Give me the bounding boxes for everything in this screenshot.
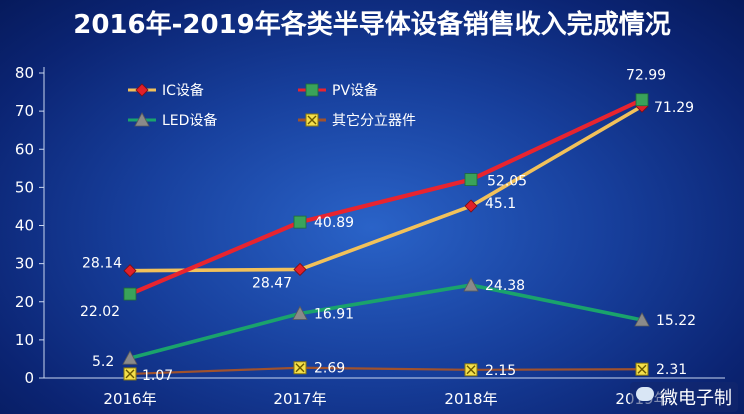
data-label: 28.14 (82, 256, 122, 272)
data-label: 15.22 (656, 313, 696, 329)
data-point-cross (295, 363, 305, 373)
data-label: 2.69 (314, 361, 345, 377)
data-point (464, 363, 478, 377)
y-tick-label: 30 (15, 255, 34, 273)
data-label: 40.89 (314, 215, 354, 231)
data-label: 22.02 (80, 304, 120, 320)
data-label: 72.99 (626, 68, 666, 84)
data-label: 2.31 (656, 362, 687, 378)
data-point (134, 112, 150, 127)
data-point-cross (125, 369, 135, 379)
data-labels: 28.14 28.47 45.1 71.29 22.02 40.89 52.05 72.99 5… (80, 68, 696, 384)
data-point (123, 367, 137, 381)
legend-item: IC设备 (128, 82, 204, 99)
data-point (123, 287, 137, 301)
watermark-text: 微电子制 (660, 388, 732, 409)
data-label: 5.2 (92, 354, 114, 370)
data-label: 71.29 (654, 100, 694, 116)
data-point (635, 362, 649, 376)
x-tick-label: 2016年 (103, 390, 156, 408)
series-line (129, 366, 643, 376)
data-point (293, 361, 307, 375)
y-tick-label: 80 (15, 64, 34, 82)
watermark: 微电子制 (630, 382, 738, 412)
data-label: 45.1 (485, 196, 516, 212)
legend-item: LED设备 (128, 112, 217, 129)
legend-item: 其它分立器件 (298, 112, 416, 129)
series-lines (129, 97, 643, 376)
data-point-cross (466, 365, 476, 375)
data-point (305, 113, 319, 127)
chart-title: 2016年-2019年各类半导体设备销售收入完成情况 (73, 10, 671, 40)
legend-label: 其它分立器件 (332, 112, 416, 129)
legend: IC设备 PV设备 LED设备 其它分立器件 (128, 82, 416, 129)
legend-label: IC设备 (162, 82, 204, 99)
series-line (129, 104, 643, 273)
data-point (122, 350, 138, 365)
x-tick-label: 2017年 (273, 390, 326, 408)
x-tick-label: 2018年 (444, 390, 497, 408)
data-label: 24.38 (485, 278, 525, 294)
data-point (293, 262, 307, 277)
legend-label: LED设备 (162, 112, 217, 129)
data-point (293, 215, 307, 229)
data-label: 1.07 (142, 368, 173, 384)
y-tick-label: 60 (15, 140, 34, 158)
series-line (129, 97, 643, 296)
data-label: 16.91 (314, 307, 354, 323)
data-point (135, 83, 149, 97)
y-tick-label: 0 (24, 369, 34, 387)
legend-label: PV设备 (332, 82, 378, 99)
wechat-icon (636, 387, 654, 401)
data-point-cross (637, 364, 647, 374)
y-tick-label: 50 (15, 178, 34, 196)
y-tick-label: 70 (15, 102, 34, 120)
data-point (634, 312, 650, 327)
series-markers (122, 93, 650, 381)
data-point (463, 277, 479, 292)
data-point (123, 264, 137, 278)
data-point (464, 173, 478, 186)
series-line (129, 283, 643, 360)
data-point-cross (307, 115, 317, 125)
data-label: 52.05 (487, 174, 527, 190)
data-label: 28.47 (252, 275, 292, 291)
y-tick-label: 10 (15, 331, 34, 349)
y-tick-label: 20 (15, 293, 34, 311)
legend-item: PV设备 (298, 82, 378, 99)
data-point (635, 93, 649, 107)
data-point (464, 199, 478, 213)
data-point (292, 305, 308, 320)
y-tick-label: 40 (15, 217, 34, 235)
data-point (305, 83, 319, 97)
data-label: 2.15 (485, 363, 516, 379)
